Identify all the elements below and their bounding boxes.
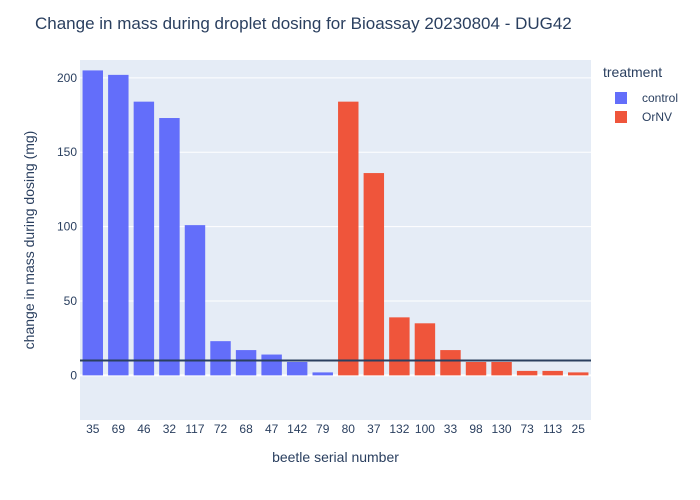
bar-control-69 [108,74,129,376]
x-tick-label: 72 [214,422,228,436]
x-tick-label: 33 [444,422,458,436]
bar-control-47 [261,354,282,376]
bar-OrNV-113 [542,370,563,376]
bar-OrNV-37 [363,173,385,376]
y-tick-label: 100 [57,220,77,234]
x-tick-label: 46 [137,422,151,436]
bar-control-46 [133,101,155,376]
bar-control-35 [82,70,103,376]
x-tick-label: 68 [239,422,253,436]
legend-swatch [615,91,627,104]
legend-item-OrNV[interactable]: OrNV [615,107,678,126]
legend-item-control[interactable]: control [615,88,678,107]
bar-OrNV-98 [465,361,487,376]
x-tick-label: 142 [287,422,307,436]
bar-control-72 [210,341,231,376]
bar-OrNV-100 [414,323,436,376]
x-tick-label: 117 [185,422,204,436]
x-tick-label: 132 [389,422,409,436]
x-tick-label: 69 [112,422,126,436]
bar-OrNV-80 [338,101,359,376]
bar-OrNV-25 [568,372,589,376]
x-tick-label: 80 [342,422,356,436]
bar-control-68 [235,350,257,376]
legend-title: treatment [603,64,663,80]
bar-OrNV-33 [440,350,461,376]
x-tick-label: 113 [543,422,562,436]
plot-background [80,60,591,420]
bar-control-79 [312,372,333,376]
y-tick-label: 50 [64,294,78,308]
legend: treatment control OrNV [603,64,678,126]
legend-label: OrNV [642,109,672,124]
x-tick-label: 98 [469,422,483,436]
x-axis-label: beetle serial number [272,449,399,465]
bar-OrNV-130 [491,361,512,376]
legend-swatch [615,110,627,123]
y-tick-label: 200 [57,71,77,85]
x-tick-label: 25 [572,422,586,436]
x-tick-label: 130 [492,422,512,436]
x-tick-label: 73 [520,422,534,436]
y-axis-label: change in mass during dosing (mg) [21,131,37,350]
bar-OrNV-132 [389,317,410,376]
y-tick-label: 0 [70,368,77,382]
x-tick-label: 79 [316,422,330,436]
x-tick-label: 47 [265,422,279,436]
x-tick-label: 100 [415,422,435,436]
legend-label: control [642,90,679,105]
y-tick-label: 150 [57,145,77,159]
bar-control-142 [286,361,308,376]
x-tick-label: 37 [367,422,381,436]
bar-control-32 [159,118,180,376]
chart-title: Change in mass during droplet dosing for… [35,14,572,33]
x-tick-label: 35 [86,422,100,436]
bar-control-117 [184,225,206,376]
bar-OrNV-73 [516,370,538,376]
x-tick-label: 32 [163,422,177,436]
